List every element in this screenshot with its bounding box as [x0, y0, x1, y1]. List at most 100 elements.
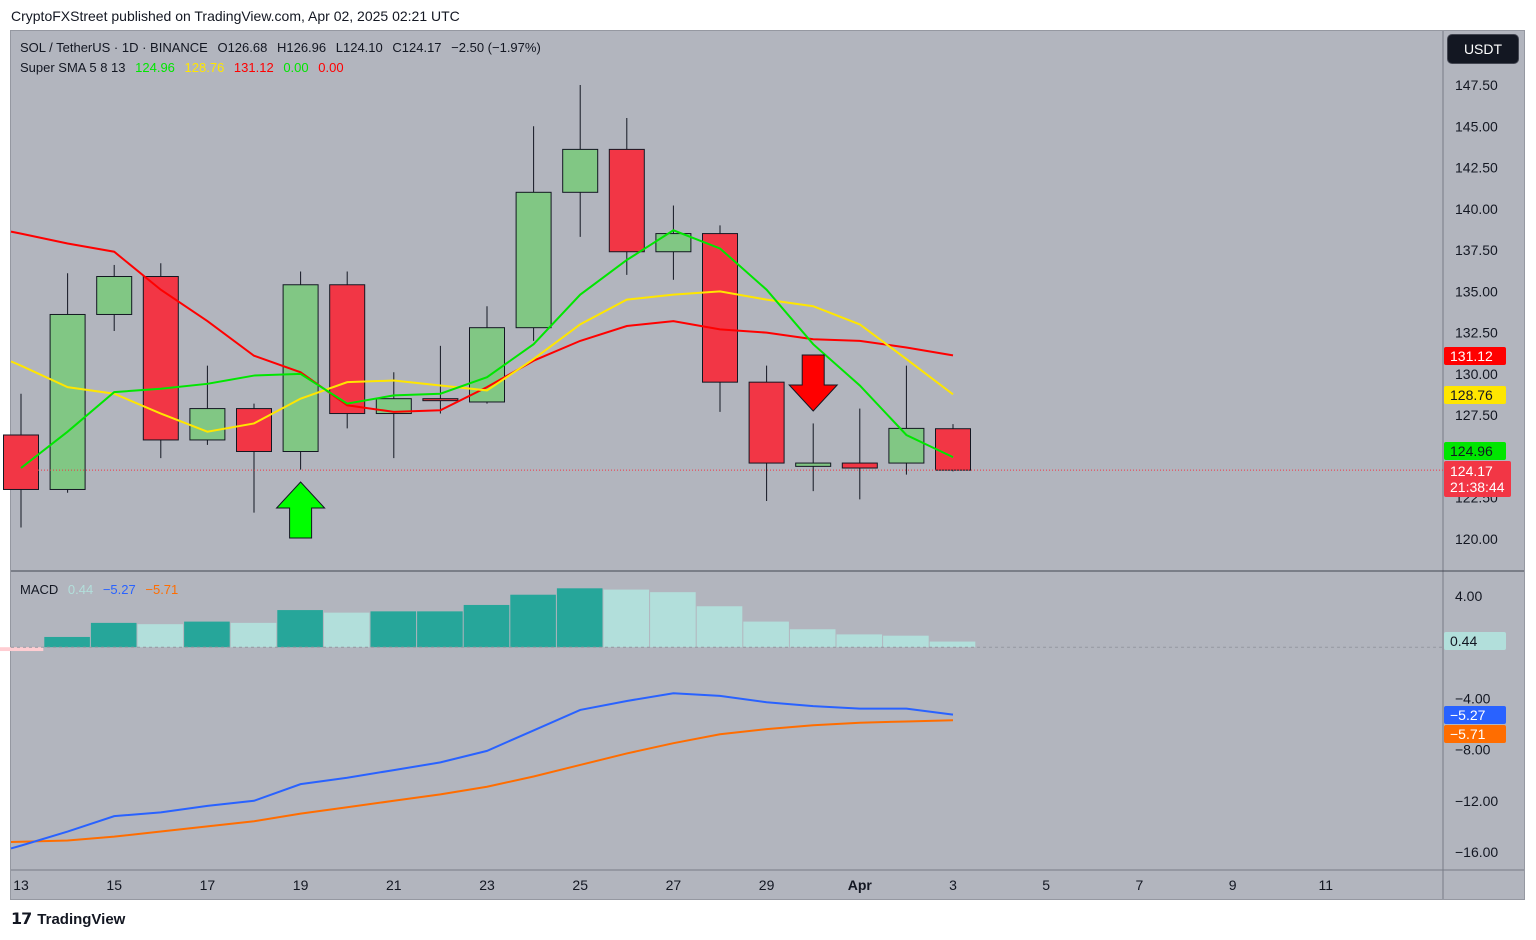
macd-line	[10, 692, 954, 850]
candle-down	[422, 398, 459, 402]
legend-close: C124.17	[392, 40, 442, 55]
time-axis-label: 15	[106, 877, 122, 893]
legend-low: L124.10	[335, 40, 383, 55]
chart-frame[interactable]	[10, 30, 1525, 900]
sma8-line	[10, 290, 954, 433]
price-axis-label: 127.50	[1455, 407, 1498, 423]
macd-histogram-bar	[277, 610, 323, 648]
legend-macd-name[interactable]: MACD	[20, 582, 59, 597]
macd-axis-label: −8.00	[1455, 742, 1491, 758]
legend-sma8-value: 128.76	[184, 60, 225, 75]
time-axis-label: 11	[1319, 877, 1334, 893]
macd-histogram-bar	[743, 621, 789, 648]
macd-histogram-bar	[929, 641, 976, 648]
candle-up	[655, 233, 692, 253]
time-axis-label: 9	[1229, 877, 1237, 893]
legend-macd-hist: 0.44	[67, 582, 94, 597]
candle-down	[142, 276, 179, 441]
candle-down	[236, 408, 272, 453]
price-axis-label: 130.00	[1455, 366, 1498, 382]
price-axis-label: 142.50	[1455, 160, 1498, 176]
macd-histogram-bar	[370, 611, 417, 648]
macd-histogram-bar	[556, 588, 603, 648]
time-axis-label: 13	[13, 877, 29, 893]
candles-layer	[3, 85, 971, 528]
time-axis-label: 17	[200, 877, 216, 893]
macd-histogram-bar	[463, 604, 510, 648]
time-axis-label: 29	[759, 877, 775, 893]
brand-name: TradingView	[37, 910, 126, 928]
sma13-line	[10, 230, 954, 413]
sma5-line	[20, 229, 954, 469]
candle-up	[562, 148, 599, 193]
macd-histogram-bar	[603, 589, 650, 648]
macd-histogram-bar	[417, 611, 463, 648]
publisher-text: CryptoFXStreet published on TradingView.…	[11, 8, 460, 24]
legend-high: H126.96	[276, 40, 327, 55]
sma-lines-layer	[10, 229, 954, 469]
legend-extra1-value: 0.00	[283, 60, 309, 75]
price-axis-label: 132.50	[1455, 325, 1498, 341]
macd-histogram-bar	[650, 592, 696, 648]
last-price-value: 124.17	[1450, 463, 1493, 479]
footer-brand[interactable]: 𝟭𝟳 TradingView	[11, 909, 125, 929]
time-axis-label: 19	[293, 877, 309, 893]
time-axis-label: 3	[949, 877, 957, 893]
sma13-price-tag: 131.12	[1444, 347, 1506, 365]
legend-indicator-name[interactable]: Super SMA 5 8 13	[20, 60, 126, 75]
signals-layer	[275, 354, 839, 539]
macd-layer	[0, 588, 976, 850]
macd-signal-tag: −5.71	[1444, 725, 1506, 743]
macd-histogram-bar	[184, 621, 230, 648]
macd-histogram-bar	[696, 606, 743, 648]
macd-histogram-bar	[323, 612, 370, 648]
time-axis-label: 23	[479, 877, 495, 893]
legend-open: O126.68	[217, 40, 268, 55]
legend-indicator: Super SMA 5 8 13 124.96 128.76 131.12 0.…	[20, 60, 350, 75]
buy-arrow-icon	[275, 481, 326, 539]
price-axis-label: 120.00	[1455, 531, 1498, 547]
macd-axis-label: −12.00	[1455, 793, 1498, 809]
candle-up	[189, 408, 226, 441]
macd-hist-tag: 0.44	[1444, 632, 1506, 650]
legend-extra2-value: 0.00	[318, 60, 344, 75]
candle-down	[935, 428, 971, 471]
time-axis-label: 27	[666, 877, 682, 893]
macd-signal-line	[10, 719, 954, 844]
macd-histogram-bar	[137, 624, 184, 648]
legend-macd-signal: −5.71	[145, 582, 179, 597]
last-price-tag: 124.17 21:38:44	[1444, 461, 1511, 497]
legend-symbol[interactable]: SOL / TetherUS · 1D · BINANCE	[20, 40, 208, 55]
sma5-price-tag: 124.96	[1444, 442, 1506, 460]
candle-up	[795, 462, 832, 467]
macd-histogram-bar	[789, 629, 836, 648]
price-axis-label: 135.00	[1455, 283, 1498, 299]
candle-up	[49, 313, 86, 490]
macd-histogram-bar	[836, 634, 883, 648]
candle-down	[329, 284, 366, 415]
legend-change: −2.50 (−1.97%)	[451, 40, 541, 55]
axes-layer: 147.50 145.00 142.50 140.00 137.50 135.00 132.…	[11, 31, 1524, 899]
candle-down	[841, 462, 878, 469]
price-axis-label: 137.50	[1455, 242, 1498, 258]
legend-main: SOL / TetherUS · 1D · BINANCE O126.68 H1…	[20, 40, 547, 55]
legend-sma13-value: 131.12	[233, 60, 274, 75]
bar-countdown: 21:38:44	[1450, 479, 1505, 495]
time-axis-label: 5	[1042, 877, 1050, 893]
macd-histogram-bar	[883, 635, 929, 648]
macd-axis-label: −16.00	[1455, 844, 1498, 860]
candle-up	[96, 276, 133, 315]
candle-down	[748, 381, 785, 464]
currency-button[interactable]: USDT	[1447, 34, 1519, 64]
price-axis-label: 145.00	[1455, 118, 1498, 134]
macd-axis-label: −4.00	[1455, 690, 1491, 706]
macd-histogram-bar	[44, 636, 90, 648]
sma8-price-tag: 128.76	[1444, 386, 1506, 404]
candle-down	[608, 148, 645, 253]
time-axis-label: 25	[572, 877, 588, 893]
macd-histogram-bar	[90, 622, 137, 648]
time-axis-label: Apr	[848, 877, 873, 893]
macd-axis-label: 4.00	[1455, 588, 1482, 604]
time-axis-label: 21	[386, 877, 402, 893]
